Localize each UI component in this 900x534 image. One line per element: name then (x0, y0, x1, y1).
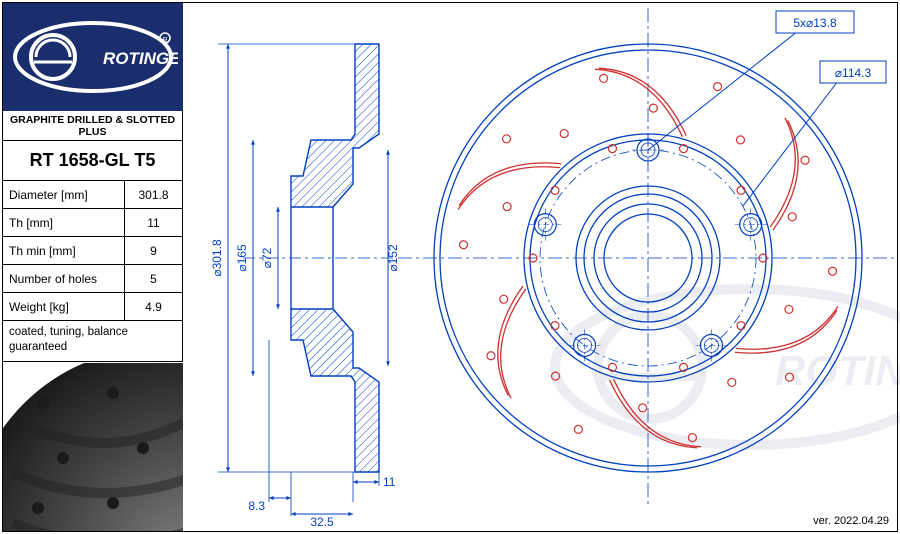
svg-text:⌀114.3: ⌀114.3 (835, 66, 872, 80)
version-text: ver. 2022.04.29 (813, 515, 889, 527)
product-photo (3, 363, 183, 531)
spec-value: 9 (125, 237, 182, 264)
svg-text:⌀152: ⌀152 (386, 244, 400, 272)
drawing-frame: ROTINGER R GRAPHITE DRILLED & SLOTTED PL… (2, 2, 898, 532)
svg-text:11: 11 (383, 475, 396, 489)
info-panel: ROTINGER R GRAPHITE DRILLED & SLOTTED PL… (3, 3, 183, 531)
part-number: RT 1658-GL T5 (3, 141, 183, 181)
svg-text:ROTINGER: ROTINGER (103, 49, 178, 68)
svg-text:⌀301.8: ⌀301.8 (210, 239, 224, 277)
product-line: GRAPHITE DRILLED & SLOTTED PLUS (3, 111, 183, 141)
svg-text:⌀165: ⌀165 (235, 244, 249, 272)
spec-row: Weight [kg]4.9 (3, 293, 183, 321)
spec-key: Th [mm] (3, 209, 125, 236)
technical-drawing: ROTINGER ⌀301.8⌀165⌀72⌀1528.332.5115x⌀13… (183, 3, 897, 531)
spec-key: Diameter [mm] (3, 181, 125, 208)
spec-value: 4.9 (125, 293, 182, 320)
spec-value: 11 (125, 209, 182, 236)
spec-value: 5 (125, 265, 182, 292)
svg-text:R: R (162, 37, 167, 44)
spec-key: Number of holes (3, 265, 125, 292)
notes: coated, tuning, balance guaranteed (3, 321, 183, 362)
svg-text:⌀72: ⌀72 (260, 247, 274, 268)
svg-text:8.3: 8.3 (248, 499, 265, 513)
spec-key: Th min [mm] (3, 237, 125, 264)
spec-value: 301.8 (125, 181, 182, 208)
svg-text:5x⌀13.8: 5x⌀13.8 (793, 16, 837, 30)
svg-text:32.5: 32.5 (310, 515, 334, 529)
spec-row: Th min [mm]9 (3, 237, 183, 265)
spec-row: Diameter [mm]301.8 (3, 181, 183, 209)
spec-row: Number of holes5 (3, 265, 183, 293)
brand-logo: ROTINGER R (3, 3, 183, 111)
spec-row: Th [mm]11 (3, 209, 183, 237)
spec-key: Weight [kg] (3, 293, 125, 320)
